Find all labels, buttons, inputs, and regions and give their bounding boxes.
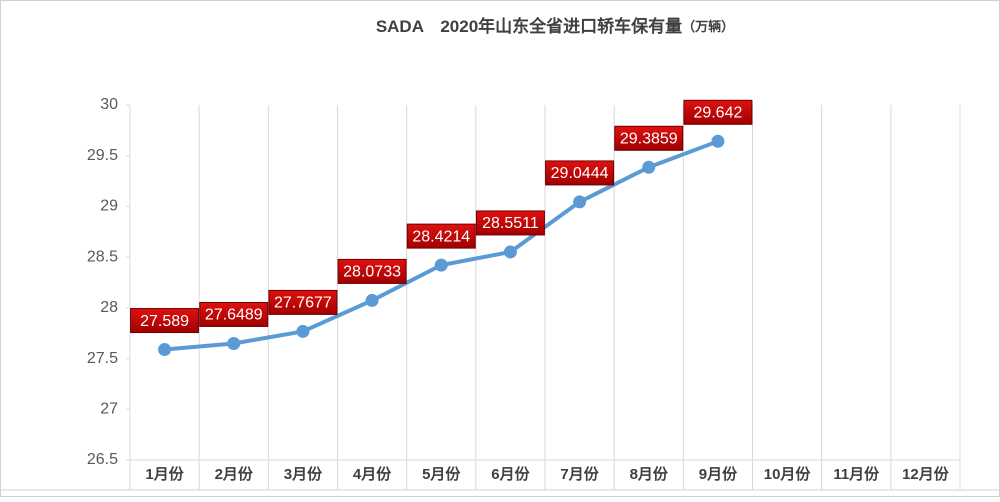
label-box <box>683 99 753 125</box>
data-label: 27.589 <box>140 313 189 330</box>
chart-title: SADA 2020年山东全省进口轿车保有量（万辆） <box>376 16 734 36</box>
point <box>227 336 241 350</box>
label-box <box>130 308 200 334</box>
label-box <box>475 210 545 236</box>
point <box>434 258 448 272</box>
label-box <box>406 223 476 249</box>
x-tick-label: 8月份 <box>630 465 669 483</box>
y-tick-label: 28.5 <box>87 248 118 265</box>
point <box>711 134 725 148</box>
point <box>296 324 310 338</box>
x-tick-label: 11月份 <box>833 465 880 483</box>
x-tick-label: 10月份 <box>764 465 812 483</box>
x-tick-label: 12月份 <box>902 465 950 483</box>
point <box>365 293 379 307</box>
data-label: 28.4214 <box>412 228 470 245</box>
data-label: 29.0444 <box>551 165 609 182</box>
y-tick-label: 30 <box>100 96 118 113</box>
y-tick-label: 29.5 <box>87 147 118 164</box>
x-tick-label: 3月份 <box>284 465 323 483</box>
title-main: SADA 2020年山东全省进口轿车保有量 <box>376 16 682 36</box>
data-label: 29.3859 <box>620 131 678 148</box>
label-box <box>268 289 338 315</box>
x-tick-label: 2月份 <box>215 465 254 483</box>
point <box>503 245 517 259</box>
point <box>642 160 656 174</box>
x-tick-label: 7月份 <box>560 465 599 483</box>
data-label: 27.6489 <box>205 307 263 324</box>
point <box>573 195 587 209</box>
x-tick-label: 9月份 <box>699 465 738 483</box>
y-tick-label: 28 <box>100 299 118 316</box>
data-label: 27.7677 <box>274 295 332 312</box>
y-tick-label: 26.5 <box>87 451 118 468</box>
data-label: 29.642 <box>693 105 742 122</box>
x-tick-label: 6月份 <box>491 465 530 483</box>
label-box <box>614 125 684 151</box>
title-unit: （万辆） <box>682 19 734 34</box>
x-tick-label: 4月份 <box>353 465 392 483</box>
x-tick-label: 5月份 <box>422 465 461 483</box>
y-tick-label: 29 <box>100 198 118 215</box>
label-box <box>337 258 407 284</box>
point <box>158 343 172 357</box>
y-tick-label: 27.5 <box>87 350 118 367</box>
data-label: 28.5511 <box>482 215 539 232</box>
label-box <box>545 160 615 186</box>
data-label: 28.0733 <box>343 264 401 281</box>
label-box <box>199 301 269 327</box>
y-tick-label: 27 <box>100 401 118 418</box>
x-tick-label: 1月份 <box>145 465 184 483</box>
